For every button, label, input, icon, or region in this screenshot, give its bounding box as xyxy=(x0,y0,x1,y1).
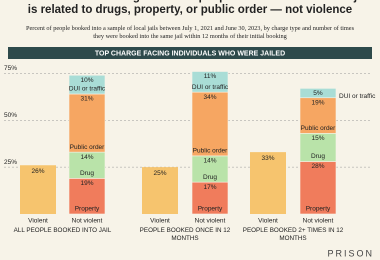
bar-segment xyxy=(299,133,337,162)
segment-label: Public order xyxy=(193,148,229,155)
segment-label: Drug xyxy=(311,153,325,160)
group-label-box: PEOPLE BOOKED 2+ TIMES IN 12 MONTHS xyxy=(242,227,344,242)
group-label: PEOPLE BOOKED ONCE IN 12 MONTHS xyxy=(139,227,231,242)
panel-header xyxy=(8,47,372,59)
segment-label: DUI or traffic xyxy=(69,86,106,93)
value-label: 15% xyxy=(311,135,324,142)
value-label: 14% xyxy=(80,154,93,161)
bar-segment xyxy=(191,71,229,93)
bar-segment xyxy=(191,91,229,157)
x-tick-label: Violent xyxy=(258,218,278,225)
bar-segment xyxy=(68,74,106,95)
group-label-box: PEOPLE BOOKED ONCE IN 12 MONTHS xyxy=(139,227,231,242)
segment-label: Drug xyxy=(203,174,217,181)
y-tick-label: 25% xyxy=(4,159,17,166)
group-label-box: ALL PEOPLE BOOKED INTO JAIL xyxy=(13,227,112,234)
bar xyxy=(250,152,286,214)
x-tick-label: Violent xyxy=(150,218,170,225)
bar-segment xyxy=(299,97,337,134)
value-label: 19% xyxy=(80,180,93,187)
x-tick-label: Not violent xyxy=(195,218,226,225)
y-tick-label: 75% xyxy=(4,65,17,72)
value-label: 26% xyxy=(31,168,44,175)
bar-segment xyxy=(299,161,337,215)
value-label: 28% xyxy=(311,163,324,170)
value-label: 19% xyxy=(311,99,324,106)
value-label: 17% xyxy=(203,184,216,191)
segment-label: DUI or traffic xyxy=(339,93,376,100)
segment-label: Public order xyxy=(301,125,337,132)
value-label: 11% xyxy=(204,73,217,80)
segment-label: Property xyxy=(198,206,223,213)
value-label: 25% xyxy=(153,170,166,177)
segment-label: Property xyxy=(306,206,331,213)
segment-label: Public order xyxy=(70,144,106,151)
value-label: 10% xyxy=(80,77,93,84)
bar-segment xyxy=(191,181,229,215)
bar xyxy=(142,167,178,214)
bar-segment xyxy=(191,155,229,183)
x-tick-label: Not violent xyxy=(72,218,103,225)
bar-segment xyxy=(299,88,337,99)
panel-title: TOP CHARGE FACING INDIVIDUALS WHO WERE J… xyxy=(95,50,285,57)
chart-subtitle: Percent of people booked into a sample o… xyxy=(25,25,355,40)
y-tick-label: 50% xyxy=(4,112,17,119)
subtitle-box: Percent of people booked into a sample o… xyxy=(25,25,355,40)
x-tick-label: Not violent xyxy=(303,218,334,225)
value-label: 5% xyxy=(313,90,323,97)
title-box: The most serious charge for most people … xyxy=(10,0,370,16)
value-label: 34% xyxy=(203,94,216,101)
group-label: ALL PEOPLE BOOKED INTO JAIL xyxy=(13,227,112,234)
logo: PRISON xyxy=(327,248,374,258)
chart-title: The most serious charge for most people … xyxy=(10,0,370,16)
segment-label: DUI or traffic xyxy=(192,84,229,91)
group-label: PEOPLE BOOKED 2+ TIMES IN 12 MONTHS xyxy=(242,227,344,242)
segment-label: Property xyxy=(75,206,100,213)
value-label: 31% xyxy=(80,96,93,103)
bar xyxy=(20,165,56,214)
bar-segment xyxy=(68,151,106,179)
segment-label: Drug xyxy=(80,170,94,177)
value-label: 33% xyxy=(261,155,274,162)
bar-segment xyxy=(68,93,106,153)
value-label: 14% xyxy=(203,158,216,165)
x-tick-label: Violent xyxy=(28,218,48,225)
